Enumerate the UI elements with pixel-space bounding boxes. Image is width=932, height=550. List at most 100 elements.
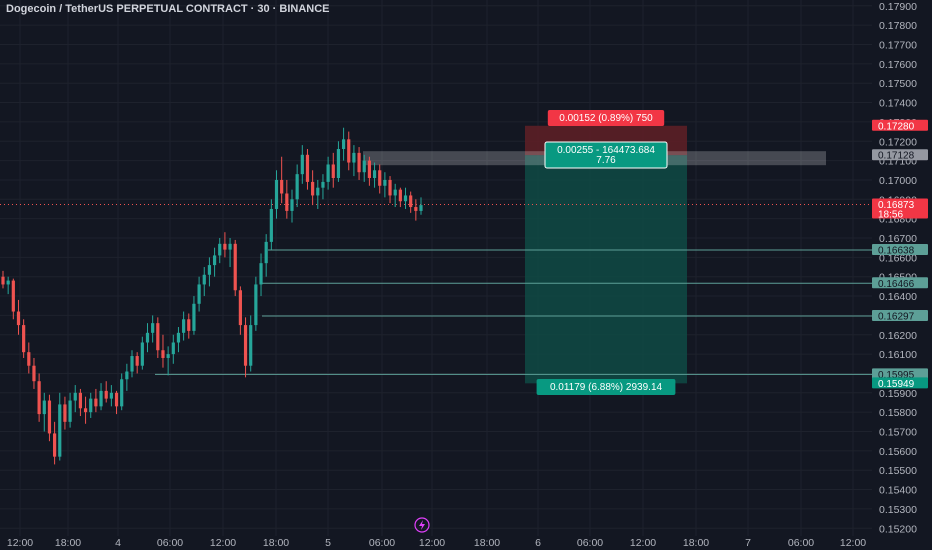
candle[interactable] [125, 363, 129, 391]
candle[interactable] [269, 199, 273, 250]
candle-body[interactable] [321, 181, 325, 188]
candle-body[interactable] [223, 243, 227, 250]
candle[interactable] [109, 385, 113, 407]
candle[interactable] [53, 421, 57, 465]
candle[interactable] [207, 257, 212, 287]
candle-body[interactable] [109, 392, 113, 399]
candle-body[interactable] [140, 342, 144, 366]
candle-body[interactable] [331, 164, 335, 179]
candle[interactable] [94, 388, 98, 413]
candle-body[interactable] [300, 154, 304, 175]
candle[interactable] [22, 319, 26, 358]
candle[interactable] [311, 170, 315, 206]
candle-body[interactable] [326, 164, 330, 182]
candle[interactable] [372, 162, 377, 188]
candle-body[interactable] [182, 319, 186, 333]
time-axis[interactable]: 12:00 18:00 4 06:00 12:00 18:00 5 06:00 12:00 18:… [7, 537, 866, 549]
candle-body[interactable] [243, 325, 248, 366]
candle[interactable] [228, 238, 232, 268]
candle[interactable] [326, 156, 330, 190]
candle[interactable] [254, 276, 258, 331]
candle[interactable] [393, 183, 397, 208]
candle-body[interactable] [68, 400, 72, 422]
candle[interactable] [233, 239, 237, 297]
candle[interactable] [285, 179, 289, 219]
candle-body[interactable] [367, 160, 371, 179]
candle-body[interactable] [135, 356, 139, 366]
horizontal-lines[interactable] [0, 204, 872, 375]
candle-body[interactable] [352, 152, 356, 163]
candle-body[interactable] [372, 170, 377, 179]
candle-body[interactable] [89, 398, 93, 413]
candle[interactable] [367, 156, 371, 186]
candle[interactable] [378, 164, 382, 194]
candle-body[interactable] [130, 356, 134, 372]
candle-body[interactable] [357, 152, 361, 173]
candle-body[interactable] [156, 323, 160, 351]
candle[interactable] [398, 187, 402, 208]
candle-body[interactable] [114, 392, 119, 407]
candle[interactable] [274, 170, 279, 219]
candle-body[interactable] [27, 352, 31, 366]
candle-body[interactable] [398, 189, 402, 202]
candle[interactable] [58, 392, 62, 461]
candle[interactable] [362, 154, 366, 182]
candle-body[interactable] [419, 205, 423, 211]
candle-body[interactable] [47, 400, 52, 434]
candle-body[interactable] [362, 160, 366, 173]
candle[interactable] [249, 315, 253, 372]
candle-body[interactable] [161, 350, 165, 358]
candle-body[interactable] [290, 199, 294, 211]
candle-body[interactable] [63, 404, 67, 422]
candle[interactable] [130, 350, 134, 378]
candle[interactable] [202, 267, 206, 297]
candle-body[interactable] [383, 179, 387, 186]
candle[interactable] [383, 172, 387, 198]
candle-body[interactable] [202, 274, 206, 285]
candle-body[interactable] [264, 241, 268, 264]
candle-body[interactable] [305, 154, 310, 182]
candle-body[interactable] [378, 170, 382, 186]
candle[interactable] [341, 127, 346, 161]
candle[interactable] [218, 238, 222, 264]
candle-body[interactable] [197, 284, 201, 304]
candle-body[interactable] [280, 179, 284, 194]
candle-body[interactable] [73, 392, 77, 401]
candle[interactable] [156, 317, 160, 358]
candle-body[interactable] [187, 319, 191, 331]
candle[interactable] [176, 327, 181, 353]
candle-body[interactable] [218, 243, 222, 256]
candle[interactable] [166, 346, 170, 376]
candle[interactable] [63, 396, 67, 430]
candle[interactable] [99, 383, 103, 411]
candle-body[interactable] [22, 325, 26, 353]
candle-body[interactable] [259, 263, 263, 285]
candle[interactable] [151, 315, 155, 343]
candle[interactable] [403, 187, 408, 209]
candle[interactable] [89, 392, 93, 418]
candlestick-series[interactable] [1, 127, 423, 465]
candle[interactable] [145, 323, 150, 353]
candle[interactable] [78, 388, 83, 417]
candle[interactable] [347, 131, 351, 171]
candle-body[interactable] [6, 280, 10, 285]
candle-body[interactable] [295, 174, 299, 200]
candle-body[interactable] [388, 179, 392, 196]
candle[interactable] [104, 381, 108, 403]
candle-body[interactable] [176, 332, 181, 343]
candle[interactable] [37, 373, 41, 422]
candle-body[interactable] [212, 255, 217, 266]
candle-body[interactable] [254, 284, 258, 326]
candle-body[interactable] [58, 404, 62, 457]
candle-body[interactable] [403, 195, 408, 202]
candle-body[interactable] [311, 181, 315, 196]
candle-body[interactable] [145, 332, 150, 343]
candle[interactable] [192, 296, 196, 335]
candle[interactable] [1, 270, 5, 289]
candle-body[interactable] [249, 325, 253, 366]
candle[interactable] [357, 147, 361, 180]
candle-body[interactable] [37, 381, 41, 415]
candle[interactable] [32, 357, 36, 389]
candle[interactable] [171, 334, 175, 364]
candle[interactable] [135, 352, 139, 374]
